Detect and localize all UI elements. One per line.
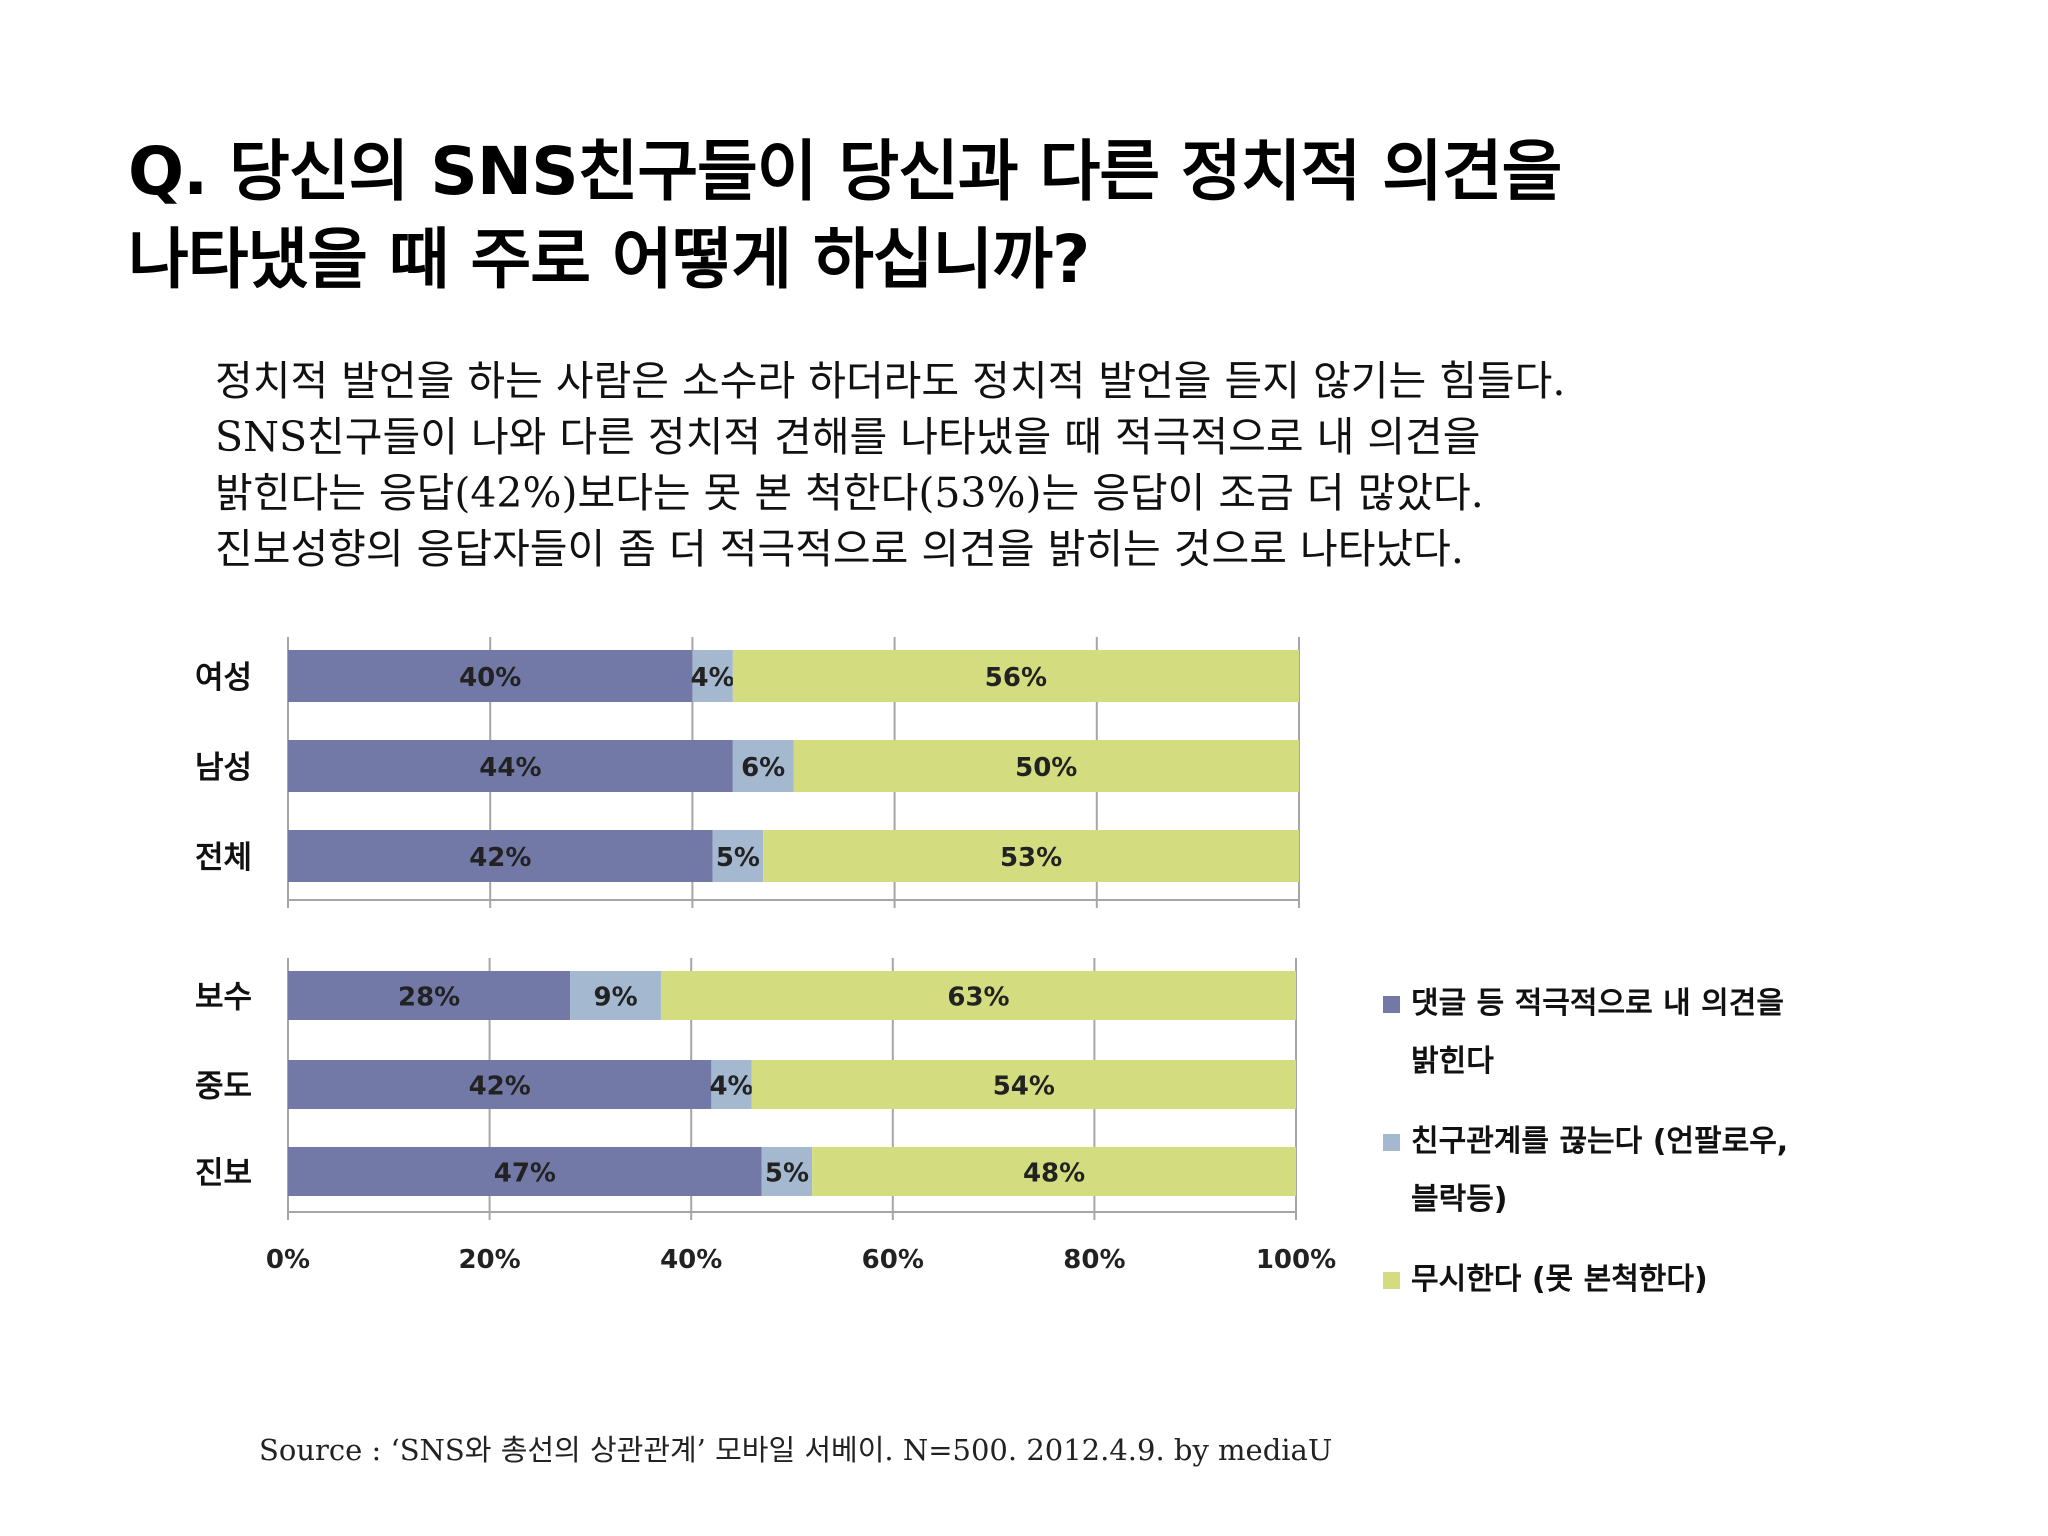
bar-segment xyxy=(288,971,571,1020)
category-label: 중도 xyxy=(195,1069,252,1105)
bar-segment xyxy=(763,830,1299,882)
data-label: 44% xyxy=(479,753,541,783)
summary-line-2: SNS친구들이 나와 다른 정치적 견해를 나타냈을 때 적극적으로 내 의견을 xyxy=(215,413,1481,461)
legend-swatch-active xyxy=(1383,996,1400,1013)
bar-segment xyxy=(288,740,733,792)
summary-line-4: 진보성향의 응답자들이 좀 더 적극적으로 의견을 밝히는 것으로 나타났다. xyxy=(215,525,1464,573)
bar-segment xyxy=(751,1060,1296,1109)
bar-segment xyxy=(288,1060,712,1109)
category-label: 전체 xyxy=(195,840,252,876)
data-label: 48% xyxy=(1023,1159,1085,1189)
x-tick-label: 20% xyxy=(458,1245,520,1275)
data-label: 56% xyxy=(985,663,1047,693)
summary-line-3: 밝힌다는 응답(42%)보다는 못 본 척한다(53%)는 응답이 조금 더 많… xyxy=(215,469,1484,517)
category-label: 진보 xyxy=(195,1156,252,1192)
bar-segment xyxy=(288,650,693,702)
legend-label-active-line1: 댓글 등 적극적으로 내 의견을 xyxy=(1411,986,1784,1021)
chart-legend: 댓글 등 적극적으로 내 의견을 밝힌다 친구관계를 끊는다 (언팔로우, 블락… xyxy=(1383,975,1863,1331)
legend-label-ignore: 무시한다 (못 본척한다) xyxy=(1411,1262,1708,1297)
data-label: 63% xyxy=(947,983,1009,1013)
data-label: 42% xyxy=(469,843,531,873)
data-label: 40% xyxy=(459,663,521,693)
data-label: 42% xyxy=(469,1072,531,1102)
category-label: 여성 xyxy=(195,660,252,696)
data-label: 4% xyxy=(691,663,735,693)
title-line-2: 나타냈을 때 주로 어떻게 하십니까? xyxy=(128,221,1090,298)
data-label: 6% xyxy=(741,753,785,783)
category-label: 보수 xyxy=(195,980,252,1016)
data-label: 5% xyxy=(765,1159,809,1189)
slide-title: Q. 당신의 SNS친구들이 당신과 다른 정치적 의견을 나타냈을 때 주로 … xyxy=(128,128,1828,304)
bar-segment xyxy=(793,740,1299,792)
legend-item-ignore: 무시한다 (못 본척한다) xyxy=(1383,1251,1863,1309)
legend-swatch-ignore xyxy=(1383,1272,1400,1289)
data-label: 53% xyxy=(1000,843,1062,873)
data-label: 28% xyxy=(398,983,460,1013)
bar-segment xyxy=(711,1060,752,1109)
title-line-1: Q. 당신의 SNS친구들이 당신과 다른 정치적 의견을 xyxy=(128,133,1562,210)
bar-segment xyxy=(812,1147,1296,1196)
bar-segment xyxy=(692,650,733,702)
bar-segment xyxy=(732,650,1299,702)
bar-segment xyxy=(712,830,764,882)
data-label: 9% xyxy=(594,983,638,1013)
bar-segment xyxy=(288,830,713,882)
data-label: 54% xyxy=(993,1072,1055,1102)
legend-label-unfriend-line1: 친구관계를 끊는다 (언팔로우, xyxy=(1411,1124,1789,1159)
data-label: 47% xyxy=(494,1159,556,1189)
legend-item-active: 댓글 등 적극적으로 내 의견을 밝힌다 xyxy=(1383,975,1863,1091)
legend-label-unfriend-line2: 블락등) xyxy=(1411,1182,1508,1217)
bar-segment xyxy=(570,971,661,1020)
source-note: Source : ‘SNS와 총선의 상관관계’ 모바일 서베이. N=500.… xyxy=(259,1433,1333,1467)
bar-segment xyxy=(288,1147,762,1196)
bar-segment xyxy=(761,1147,813,1196)
data-label: 5% xyxy=(716,843,760,873)
data-label: 4% xyxy=(709,1072,753,1102)
x-tick-label: 0% xyxy=(266,1245,310,1275)
x-tick-label: 40% xyxy=(660,1245,722,1275)
category-label: 남성 xyxy=(195,750,252,786)
x-tick-label: 80% xyxy=(1063,1245,1125,1275)
summary-line-1: 정치적 발언을 하는 사람은 소수라 하더라도 정치적 발언을 듣지 않기는 힘… xyxy=(215,357,1566,405)
data-label: 50% xyxy=(1015,753,1077,783)
x-tick-label: 100% xyxy=(1256,1245,1336,1275)
legend-label-active-line2: 밝힌다 xyxy=(1411,1044,1494,1079)
legend-item-unfriend: 친구관계를 끊는다 (언팔로우, 블락등) xyxy=(1383,1113,1863,1229)
x-tick-label: 60% xyxy=(862,1245,924,1275)
bar-segment xyxy=(660,971,1296,1020)
legend-swatch-unfriend xyxy=(1383,1134,1400,1151)
summary-text: 정치적 발언을 하는 사람은 소수라 하더라도 정치적 발언을 듣지 않기는 힘… xyxy=(215,353,1915,577)
bar-segment xyxy=(732,740,794,792)
